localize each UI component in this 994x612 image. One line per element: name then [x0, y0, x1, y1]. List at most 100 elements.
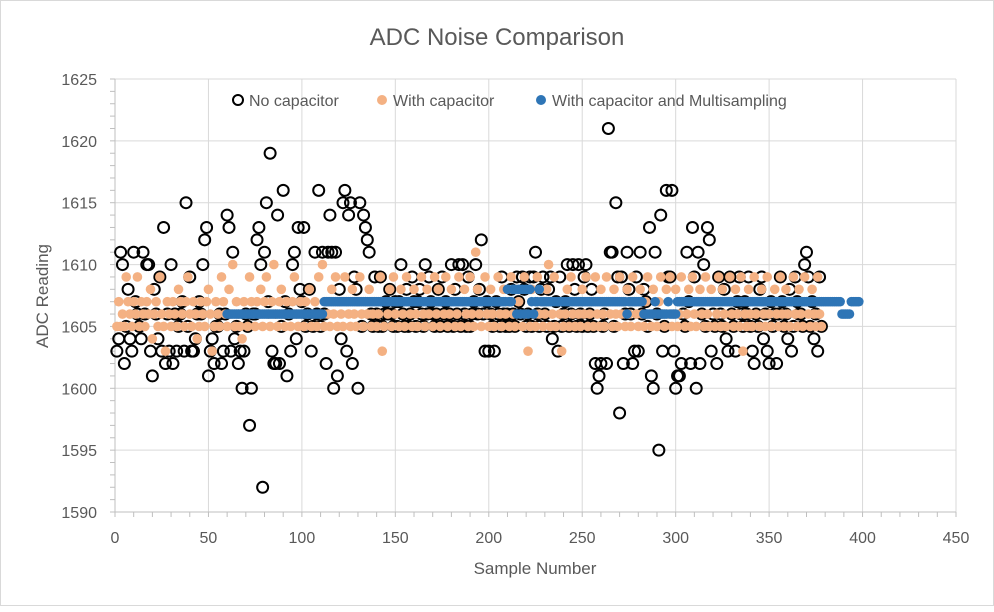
- point-with-capacitor: [244, 272, 255, 282]
- point-with-capacitor: [351, 321, 361, 332]
- point-with-capacitor: [252, 296, 262, 307]
- point-with-capacitor: [652, 321, 662, 332]
- point-no-capacitor: [418, 258, 432, 272]
- point-with-capacitor: [285, 321, 296, 332]
- point-with-capacitor: [328, 309, 339, 319]
- point-no-capacitor: [207, 357, 221, 371]
- point-with-capacitor: [730, 284, 741, 295]
- point-no-capacitor: [351, 381, 365, 395]
- point-no-capacitor: [304, 344, 318, 358]
- y-tick-label: 1615: [61, 196, 97, 213]
- point-no-capacitor: [343, 196, 357, 210]
- point-with-capacitor: [364, 284, 374, 295]
- point-with-capacitor: [412, 321, 423, 332]
- point-with-capacitor: [347, 284, 358, 295]
- point-multisampling: [637, 296, 647, 307]
- point-no-capacitor: [196, 258, 210, 272]
- point-with-capacitor: [145, 284, 156, 295]
- point-with-capacitor: [446, 284, 457, 295]
- point-with-capacitor: [338, 321, 348, 332]
- point-with-capacitor: [655, 272, 666, 282]
- point-with-capacitor: [267, 296, 277, 307]
- point-with-capacitor: [222, 321, 232, 332]
- point-no-capacitor: [545, 332, 559, 346]
- point-with-capacitor: [452, 309, 462, 319]
- point-with-capacitor: [547, 309, 558, 319]
- point-no-capacitor: [592, 369, 606, 383]
- point-no-capacitor: [798, 258, 812, 272]
- point-no-capacitor: [205, 332, 219, 346]
- point-no-capacitor: [605, 245, 619, 259]
- point-with-capacitor: [132, 272, 143, 282]
- point-with-capacitor: [383, 309, 393, 319]
- point-no-capacitor: [762, 357, 776, 371]
- point-with-capacitor: [470, 247, 481, 257]
- point-with-capacitor: [734, 321, 745, 332]
- x-tick-label: 150: [382, 530, 409, 547]
- point-with-capacitor: [814, 309, 825, 319]
- point-no-capacitor: [265, 344, 279, 358]
- point-no-capacitor: [291, 220, 305, 234]
- point-with-capacitor: [560, 309, 571, 319]
- point-with-capacitor: [721, 321, 731, 332]
- point-with-capacitor: [398, 309, 408, 319]
- point-no-capacitor: [289, 332, 303, 346]
- point-with-capacitor: [590, 272, 601, 282]
- point-with-capacitor: [298, 321, 309, 332]
- point-no-capacitor: [312, 183, 326, 197]
- point-with-capacitor: [440, 272, 451, 282]
- point-with-capacitor: [627, 272, 638, 282]
- point-no-capacitor: [672, 369, 686, 383]
- point-no-capacitor: [252, 220, 266, 234]
- series-no-capacitor: [110, 121, 828, 494]
- point-with-capacitor: [541, 284, 552, 295]
- point-no-capacitor: [325, 245, 339, 259]
- point-no-capacitor: [121, 282, 135, 296]
- point-with-capacitor: [310, 296, 320, 307]
- point-with-capacitor: [113, 296, 124, 307]
- point-no-capacitor: [566, 258, 580, 272]
- point-with-capacitor: [459, 284, 470, 295]
- point-with-capacitor: [300, 296, 311, 307]
- point-no-capacitor: [702, 233, 716, 247]
- point-with-capacitor: [769, 284, 780, 295]
- point-with-capacitor: [349, 309, 360, 319]
- point-no-capacitor: [646, 381, 660, 395]
- point-no-capacitor: [272, 357, 286, 371]
- point-multisampling: [534, 284, 545, 295]
- point-no-capacitor: [482, 344, 496, 358]
- point-no-capacitor: [383, 282, 397, 296]
- point-no-capacitor: [616, 357, 630, 371]
- point-with-capacitor: [672, 321, 683, 332]
- point-no-capacitor: [170, 344, 184, 358]
- point-with-capacitor: [198, 309, 208, 319]
- legend-item-no-capacitor: No capacitor: [232, 93, 339, 110]
- point-with-capacitor: [732, 309, 743, 319]
- data-points: [110, 121, 864, 494]
- point-no-capacitor: [271, 208, 285, 222]
- point-with-capacitor: [160, 346, 171, 356]
- point-no-capacitor: [358, 220, 372, 234]
- point-no-capacitor: [263, 146, 277, 160]
- point-multisampling: [622, 309, 632, 319]
- point-with-capacitor: [156, 309, 167, 319]
- point-with-capacitor: [807, 284, 817, 295]
- point-with-capacitor: [325, 321, 335, 332]
- point-with-capacitor: [665, 272, 675, 282]
- point-no-capacitor: [680, 245, 694, 259]
- point-with-capacitor: [584, 309, 595, 319]
- x-tick-label: 100: [289, 530, 316, 547]
- y-tick-label: 1595: [61, 443, 97, 460]
- point-no-capacitor: [280, 369, 294, 383]
- point-no-capacitor: [276, 183, 290, 197]
- point-with-capacitor: [519, 272, 530, 282]
- point-with-capacitor: [151, 296, 161, 307]
- point-with-capacitor: [216, 272, 227, 282]
- point-with-capacitor: [401, 272, 412, 282]
- point-with-capacitor: [422, 284, 432, 295]
- point-with-capacitor: [469, 321, 479, 332]
- point-no-capacitor: [723, 270, 737, 284]
- point-no-capacitor: [201, 369, 215, 383]
- point-no-capacitor: [179, 196, 193, 210]
- point-with-capacitor: [454, 272, 464, 282]
